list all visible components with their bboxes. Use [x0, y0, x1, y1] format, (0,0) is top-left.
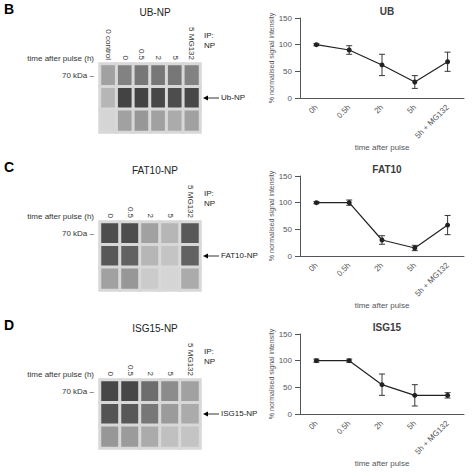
- svg-text:0.5h: 0.5h: [335, 261, 352, 278]
- svg-text:2: 2: [146, 214, 155, 219]
- svg-text:5 MG132: 5 MG132: [187, 27, 196, 60]
- svg-text:ISG15-NP: ISG15-NP: [132, 323, 178, 334]
- svg-text:FAT10: FAT10: [372, 164, 402, 175]
- svg-text:0h: 0h: [307, 419, 320, 432]
- svg-text:time after pulse: time after pulse: [355, 301, 410, 310]
- svg-text:2: 2: [146, 372, 155, 377]
- svg-text:150: 150: [279, 14, 293, 23]
- svg-text:150: 150: [279, 330, 293, 339]
- svg-text:70 kDa –: 70 kDa –: [62, 229, 95, 238]
- svg-text:0h: 0h: [307, 261, 320, 274]
- svg-text:time after pulse: time after pulse: [355, 459, 410, 468]
- svg-text:5h + MG132: 5h + MG132: [413, 102, 451, 140]
- svg-text:0: 0: [106, 372, 115, 377]
- svg-text:5h: 5h: [405, 261, 418, 274]
- svg-text:IP:: IP:: [204, 31, 214, 40]
- svg-text:0: 0: [288, 252, 293, 261]
- svg-text:50: 50: [283, 67, 292, 76]
- svg-text:% normalised signal intensity: % normalised signal intensity: [268, 170, 276, 261]
- svg-text:5h + MG132: 5h + MG132: [413, 418, 451, 456]
- svg-text:time after pulse: time after pulse: [355, 143, 410, 152]
- svg-text:time after pulse (h): time after pulse (h): [27, 54, 94, 63]
- svg-text:0.5h: 0.5h: [335, 103, 352, 120]
- svg-text:2h: 2h: [373, 261, 386, 274]
- svg-text:NP: NP: [204, 199, 215, 208]
- svg-text:0.5: 0.5: [126, 207, 135, 219]
- svg-text:C: C: [4, 159, 14, 175]
- svg-text:70 kDa –: 70 kDa –: [62, 71, 95, 80]
- svg-text:% normalised signal intensity: % normalised signal intensity: [268, 328, 276, 419]
- svg-text:Ub-NP: Ub-NP: [221, 93, 245, 102]
- svg-text:ISG15-NP: ISG15-NP: [221, 409, 257, 418]
- svg-text:0: 0: [288, 410, 293, 419]
- svg-text:time after pulse (h): time after pulse (h): [27, 370, 94, 379]
- svg-text:B: B: [4, 1, 14, 17]
- svg-text:5: 5: [166, 372, 175, 377]
- svg-text:IP:: IP:: [204, 189, 214, 198]
- svg-text:5: 5: [171, 56, 180, 61]
- svg-text:ISG15: ISG15: [373, 322, 402, 333]
- svg-text:50: 50: [283, 225, 292, 234]
- svg-text:0: 0: [121, 56, 130, 61]
- svg-text:UB-NP: UB-NP: [139, 7, 170, 18]
- svg-text:5h: 5h: [405, 103, 418, 116]
- svg-text:FAT10-NP: FAT10-NP: [132, 165, 178, 176]
- svg-text:100: 100: [279, 356, 293, 365]
- svg-text:IP:: IP:: [204, 347, 214, 356]
- svg-text:2: 2: [154, 56, 163, 61]
- svg-text:FAT10-NP: FAT10-NP: [221, 251, 258, 260]
- svg-text:0: 0: [106, 214, 115, 219]
- svg-text:0: 0: [288, 94, 293, 103]
- svg-text:5: 5: [166, 214, 175, 219]
- svg-text:0 control: 0 control: [104, 29, 113, 60]
- svg-text:UB: UB: [380, 6, 394, 17]
- svg-text:5h + MG132: 5h + MG132: [413, 260, 451, 298]
- svg-text:2h: 2h: [373, 103, 386, 116]
- svg-text:5h: 5h: [405, 419, 418, 432]
- svg-text:0.5: 0.5: [126, 365, 135, 377]
- svg-text:NP: NP: [204, 357, 215, 366]
- svg-text:D: D: [4, 317, 14, 333]
- svg-text:5 MG132: 5 MG132: [186, 185, 195, 218]
- svg-text:0.5: 0.5: [137, 49, 146, 61]
- svg-text:70 kDa –: 70 kDa –: [62, 387, 95, 396]
- svg-text:100: 100: [279, 198, 293, 207]
- svg-text:100: 100: [279, 40, 293, 49]
- svg-text:0h: 0h: [307, 103, 320, 116]
- svg-text:5 MG132: 5 MG132: [186, 343, 195, 376]
- svg-text:time after pulse (h): time after pulse (h): [27, 212, 94, 221]
- svg-text:150: 150: [279, 172, 293, 181]
- svg-text:% normalised signal intensity: % normalised signal intensity: [268, 12, 276, 103]
- svg-text:NP: NP: [204, 41, 215, 50]
- svg-text:50: 50: [283, 383, 292, 392]
- svg-text:2h: 2h: [373, 419, 386, 432]
- svg-text:0.5h: 0.5h: [335, 419, 352, 436]
